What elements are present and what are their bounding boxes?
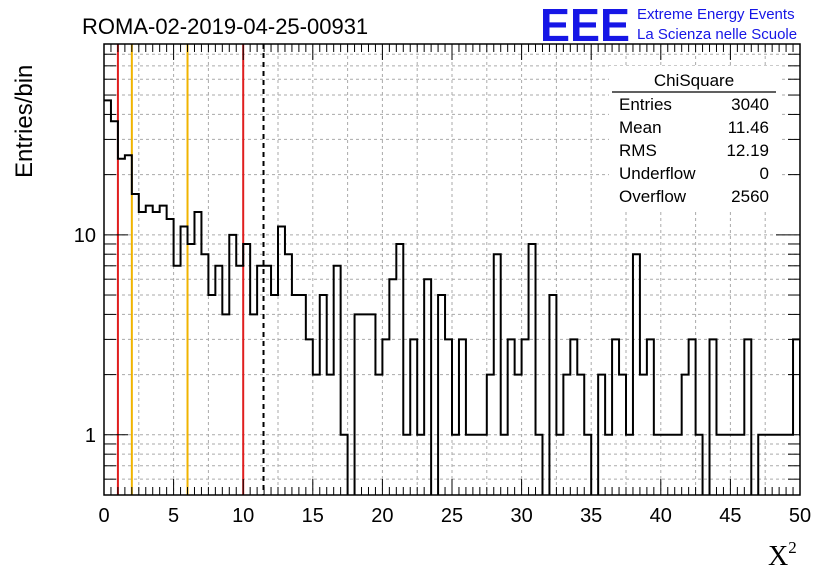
- axis-ticks: [103, 44, 801, 495]
- x-tick-label: 10: [232, 505, 254, 527]
- histogram-outline: [104, 99, 800, 495]
- y-tick-label: 10: [74, 225, 96, 247]
- eee-logo: EEE Extreme Energy Events La Scienza nel…: [540, 0, 797, 51]
- stats-label: RMS: [619, 141, 657, 160]
- x-tick-labels: 0 5 10 15 20 25 30 35 40 45 50: [98, 505, 811, 527]
- chart-title: ROMA-02-2019-04-25-00931: [82, 14, 368, 39]
- x-tick-label: 35: [580, 505, 602, 527]
- stats-label: Entries: [619, 95, 672, 114]
- x-tick-label: 30: [510, 505, 532, 527]
- x-axis-label-main: X: [768, 541, 788, 572]
- y-tick-label: 1: [85, 425, 96, 447]
- y-axis-label: Entries/bin: [11, 65, 38, 178]
- x-tick-label: 15: [302, 505, 324, 527]
- x-tick-label: 25: [441, 505, 463, 527]
- stats-box: ChiSquare Entries 3040 Mean 11.46 RMS 12.19 Un…: [609, 66, 779, 211]
- stats-label: Overflow: [619, 187, 687, 206]
- stats-value: 0: [760, 164, 769, 183]
- stats-value: 3040: [731, 95, 769, 114]
- x-tick-label: 0: [98, 505, 109, 527]
- logo-letters: EEE: [540, 0, 630, 51]
- stats-label: Mean: [619, 118, 662, 137]
- stats-value: 2560: [731, 187, 769, 206]
- x-axis-label-superscript: 2: [788, 538, 797, 557]
- reference-lines: [116, 44, 265, 495]
- y-tick-labels: 1 10: [74, 225, 96, 447]
- stats-box-title: ChiSquare: [654, 71, 734, 90]
- stats-value: 11.46: [728, 118, 769, 137]
- x-tick-label: 20: [371, 505, 393, 527]
- x-tick-label: 45: [719, 505, 741, 527]
- x-tick-label: 5: [168, 505, 179, 527]
- stats-label: Underflow: [619, 164, 696, 183]
- x-axis-label: X2: [768, 538, 797, 572]
- logo-line-1: Extreme Energy Events: [637, 6, 795, 23]
- x-tick-label: 50: [789, 505, 811, 527]
- stats-box-background: [609, 66, 779, 211]
- logo-line-2: La Scienza nelle Scuole: [637, 26, 797, 43]
- stats-value: 12.19: [726, 141, 769, 160]
- x-tick-label: 40: [650, 505, 672, 527]
